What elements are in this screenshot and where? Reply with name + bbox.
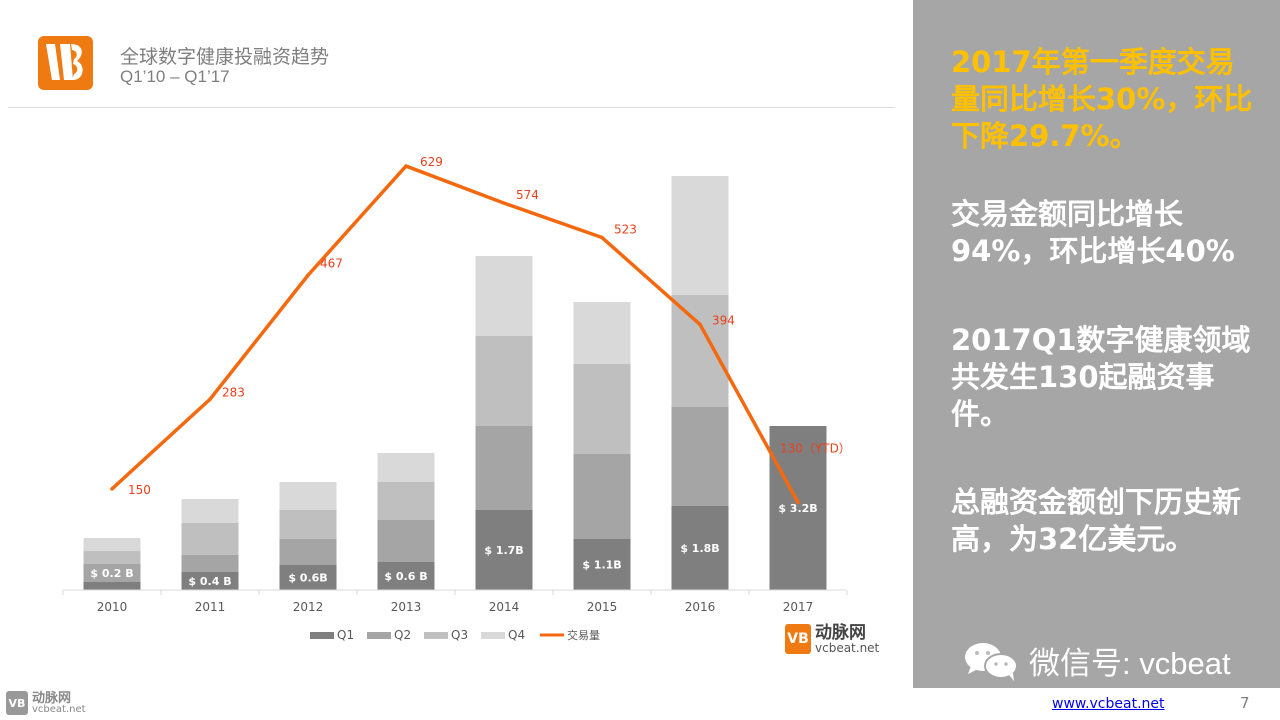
brand-site-footer: vcbeat.net bbox=[32, 703, 86, 715]
bar-q3-2010 bbox=[83, 551, 141, 564]
bar-q4-2015 bbox=[573, 302, 631, 364]
legend-swatch-q1 bbox=[310, 632, 334, 639]
x-tick-label: 2010 bbox=[97, 600, 128, 614]
wechat-icon bbox=[965, 642, 1018, 681]
legend-label: Q3 bbox=[451, 628, 468, 642]
brand-site: vcbeat.net bbox=[815, 640, 880, 655]
summary-count: 2017Q1数字健康领域共发生130起融资事件。 bbox=[951, 323, 1251, 431]
bar-q1-2017 bbox=[769, 426, 827, 590]
bar-q3-2012 bbox=[279, 510, 337, 539]
deal-count-line bbox=[110, 164, 800, 504]
bar-q2-2016 bbox=[671, 407, 729, 506]
bar-q1-2016 bbox=[671, 506, 729, 590]
bar-label: $ 0.2 B bbox=[90, 567, 133, 580]
legend-label: Q2 bbox=[394, 628, 411, 642]
bar-q4-2012 bbox=[279, 482, 337, 510]
bar-q3-2015 bbox=[573, 364, 631, 454]
bar-q2-2014 bbox=[475, 426, 533, 510]
bar-label: $ 0.6 B bbox=[384, 570, 427, 583]
brand-name-footer: 动脉网 bbox=[32, 690, 72, 706]
line-label: 283 bbox=[222, 385, 245, 399]
x-tick-label: 2015 bbox=[587, 600, 618, 614]
legend-label: Q4 bbox=[508, 628, 525, 642]
highlight-text: 2017年第一季度交易量同比增长30%，环比下降29.7%。 bbox=[951, 45, 1253, 153]
bar-q1-2011 bbox=[181, 572, 239, 590]
brand-logo-footer: VB 动脉网 vcbeat.net bbox=[6, 691, 86, 715]
divider bbox=[8, 107, 895, 108]
slide-subtitle: Q1’10 – Q1’17 bbox=[120, 67, 230, 86]
bar-label: $ 0.4 B bbox=[188, 575, 231, 588]
bar-q1-2014 bbox=[475, 510, 533, 590]
bar-label: $ 3.2B bbox=[778, 502, 817, 515]
bar-q3-2013 bbox=[377, 482, 435, 520]
vb-logo-footer: VB bbox=[6, 691, 28, 715]
line-label: 523 bbox=[614, 223, 637, 237]
summary-amount: 交易金额同比增长94%，环比增长40% bbox=[951, 197, 1235, 268]
page-number: 7 bbox=[1240, 694, 1250, 712]
slide-title: 全球数字健康投融资趋势 bbox=[120, 46, 330, 68]
bar-q4-2010 bbox=[83, 538, 141, 551]
legend-label: 交易量 bbox=[567, 628, 600, 642]
bar-q2-2011 bbox=[181, 555, 239, 572]
bar-label: $ 1.8B bbox=[680, 542, 719, 555]
bar-q2-2013 bbox=[377, 520, 435, 562]
line-point bbox=[796, 500, 800, 505]
bar-q3-2014 bbox=[475, 336, 533, 426]
bar-label: $ 1.7B bbox=[484, 544, 523, 557]
x-tick-label: 2012 bbox=[293, 600, 324, 614]
bar-q4-2011 bbox=[181, 499, 239, 523]
line-point bbox=[404, 164, 408, 168]
wechat-id: 微信号: vcbeat bbox=[963, 638, 1231, 683]
bar-q1-2013 bbox=[377, 562, 435, 590]
bar-q2-2010 bbox=[83, 564, 141, 582]
line-label: 150 bbox=[128, 483, 151, 497]
website-link[interactable]: www.vcbeat.net bbox=[1052, 696, 1165, 712]
line-point bbox=[306, 273, 310, 278]
bar-q1-2015 bbox=[573, 539, 631, 590]
line-label: 467 bbox=[320, 256, 343, 270]
bar-q2-2015 bbox=[573, 454, 631, 539]
bar-q3-2011 bbox=[181, 523, 239, 555]
line-label: 130（YTD） bbox=[780, 441, 851, 455]
line-point bbox=[110, 487, 114, 491]
line-label: 574 bbox=[516, 188, 539, 202]
vb-logo-small: VB bbox=[785, 624, 811, 654]
vb-logo bbox=[38, 36, 93, 90]
bar-q1-2012 bbox=[279, 565, 337, 590]
bar-q2-2012 bbox=[279, 539, 337, 565]
line-point bbox=[502, 201, 506, 205]
x-tick-label: 2014 bbox=[489, 600, 520, 614]
x-tick-label: 2016 bbox=[685, 600, 716, 614]
x-tick-label: 2017 bbox=[783, 600, 814, 614]
line-point bbox=[698, 322, 702, 327]
bar-q1-2010 bbox=[83, 582, 141, 590]
bar-q3-2016 bbox=[671, 295, 729, 407]
summary-panel: 2017年第一季度交易量同比增长30%，环比下降29.7%。 交易金额同比增长9… bbox=[913, 0, 1280, 688]
bar-label: $ 0.6B bbox=[288, 572, 327, 585]
x-tick-label: 2011 bbox=[195, 600, 226, 614]
bar-q4-2014 bbox=[475, 256, 533, 336]
line-label: 394 bbox=[712, 313, 735, 327]
bar-q4-2013 bbox=[377, 453, 435, 482]
legend-swatch-q3 bbox=[424, 632, 448, 639]
legend-label: Q1 bbox=[337, 628, 354, 642]
legend-swatch-q2 bbox=[367, 632, 391, 639]
summary-total: 总融资金额创下历史新高，为32亿美元。 bbox=[951, 485, 1242, 556]
funding-chart: $ 0.2 B $ 0.4 B $ 0.6B $ 0.6 B $ 1.7B $ 1.1B $… bbox=[62, 155, 851, 642]
line-label: 629 bbox=[420, 155, 443, 169]
line-point bbox=[208, 397, 212, 402]
legend-swatch-q4 bbox=[481, 632, 505, 639]
x-tick-label: 2013 bbox=[391, 600, 422, 614]
bar-label: $ 1.1B bbox=[582, 559, 621, 572]
brand-logo-chart: VB 动脉网 vcbeat.net bbox=[785, 624, 879, 654]
bar-q4-2016 bbox=[671, 176, 729, 295]
line-point bbox=[600, 235, 604, 240]
wechat-label: 微信号: vcbeat bbox=[1029, 646, 1231, 681]
brand-name: 动脉网 bbox=[815, 622, 866, 643]
